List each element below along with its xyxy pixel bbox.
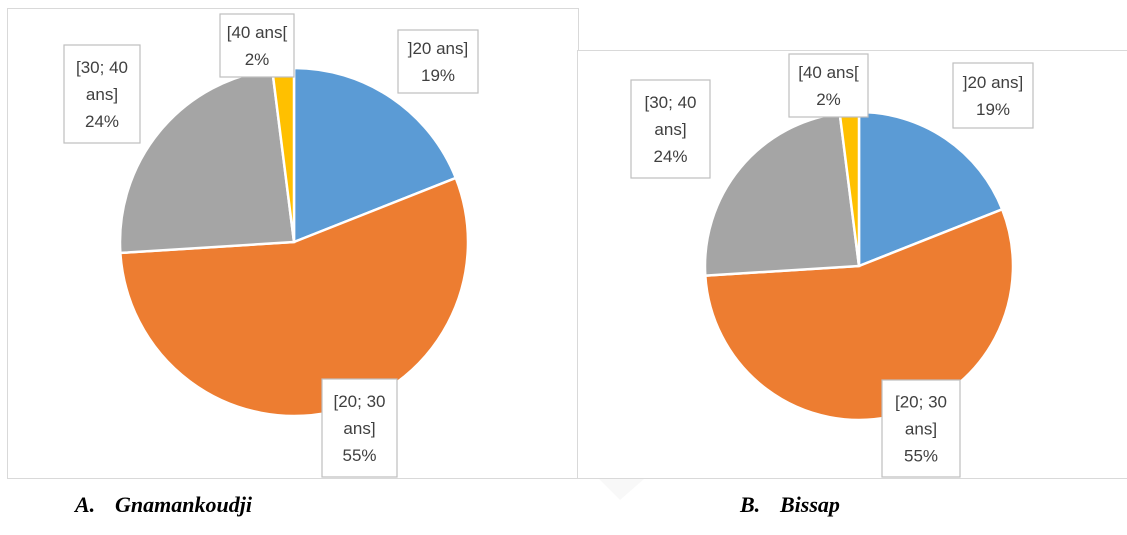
chart-0-data-label-box-3 [219,13,295,78]
chart-0-slice-2 [118,67,296,255]
chart-0-data-label-box-1 [321,378,398,478]
chart-0-data-label-0-line-1: 19% [421,66,455,85]
chart-1-data-label-box-2 [630,79,711,179]
chart-0-slice-0 [292,66,458,244]
chart-b-frame: ]20 ans] 19% [20; 30 ans] 55% [30; 40 ans] 24%[… [577,50,1127,479]
chart-0-data-label-1-line-0: [20; 30 [334,392,386,411]
chart-1-data-label-3: [40 ans[ 2% [788,53,869,118]
chart-1-slice-0 [857,110,1004,268]
chart-a-frame: ]20 ans] 19% [20; 30 ans] 55% [30; 40 ans] 24%[… [7,8,579,479]
chart-0-data-label-3-line-0: [40 ans[ [227,23,288,42]
chart-0-data-label-3: [40 ans[ 2% [219,13,295,78]
caption-b-name: Bissap [780,492,840,517]
chart-1-data-label-3-line-0: [40 ans[ [798,63,859,82]
chart-1-data-label-0-line-1: 19% [976,100,1010,119]
caption-a: A. Gnamankoudji [75,492,252,518]
caption-b: B. Bissap [740,492,840,518]
chart-1-data-label-box-1 [881,379,961,478]
chart-1-data-label-2-line-1: ans] [654,120,686,139]
chart-1-data-label-2-line-0: [30; 40 [645,93,697,112]
chart-0-data-label-box-2 [63,44,141,144]
chart-0-data-label-0-line-0: ]20 ans] [408,39,469,58]
chart-1-data-label-box-3 [788,53,869,118]
chart-1-data-label-2: [30; 40 ans] 24% [630,79,711,179]
chart-0-data-label-box-0 [397,29,479,94]
chart-1-data-label-1: [20; 30 ans] 55% [881,379,961,478]
chart-0-data-label-2-line-2: 24% [85,112,119,131]
caption-b-letter: B. [740,492,761,517]
chart-0-data-label-1: [20; 30 ans] 55% [321,378,398,478]
chart-1-data-label-1-line-2: 55% [904,447,938,466]
chart-0-data-label-1-line-2: 55% [342,446,376,465]
chart-0-data-label-1-line-1: ans] [343,419,375,438]
chart-0-data-label-0: ]20 ans] 19% [397,29,479,94]
chart-0-data-label-2-line-0: [30; 40 [76,58,128,77]
chart-1-data-label-1-line-0: [20; 30 [895,393,947,412]
chart-1-slice-2 [703,111,861,277]
chart-1-data-label-box-0 [952,62,1034,129]
caption-a-name: Gnamankoudji [115,492,252,517]
chart-1-data-label-1-line-1: ans] [905,420,937,439]
chart-1-data-label-3-line-1: 2% [816,90,841,109]
chart-0-data-label-2-line-1: ans] [86,85,118,104]
chart-0-data-label-2: [30; 40 ans] 24% [63,44,141,144]
caption-a-letter: A. [75,492,96,517]
chart-1-data-label-0-line-0: ]20 ans] [963,73,1024,92]
chart-1-data-label-2-line-2: 24% [653,147,687,166]
chart-1-data-label-0: ]20 ans] 19% [952,62,1034,129]
chart-0-data-label-3-line-1: 2% [245,50,270,69]
